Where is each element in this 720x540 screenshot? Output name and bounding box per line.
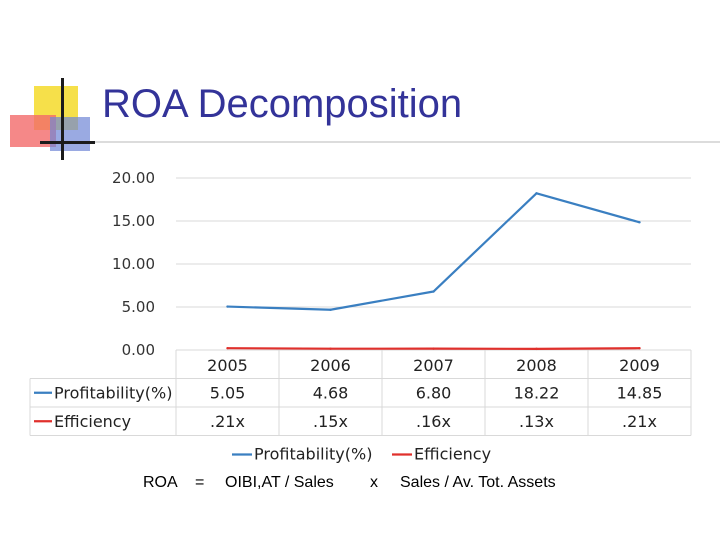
data-label: 18.22	[514, 384, 560, 403]
data-label: .16x	[416, 412, 451, 431]
formula-term1: OIBI,AT / Sales	[225, 474, 334, 491]
data-label: .15x	[313, 412, 348, 431]
formula-equals: =	[195, 474, 205, 491]
data-point	[226, 305, 229, 308]
formula-lhs: ROA	[143, 474, 178, 491]
x-category-label: 2006	[310, 356, 351, 375]
formula: ROA = OIBI,AT / Sales x Sales / Av. Tot.…	[0, 474, 720, 496]
data-label: 4.68	[313, 384, 349, 403]
y-tick-label: 5.00	[122, 298, 155, 316]
formula-term2: Sales / Av. Tot. Assets	[400, 474, 556, 491]
x-category-label: 2005	[207, 356, 248, 375]
data-point	[329, 347, 332, 350]
decor-blue-square	[50, 117, 90, 151]
data-point	[535, 192, 538, 195]
data-label: .21x	[622, 412, 657, 431]
data-label: .13x	[519, 412, 554, 431]
x-category-label: 2008	[516, 356, 557, 375]
data-label: 6.80	[416, 384, 452, 403]
y-tick-label: 15.00	[112, 212, 155, 230]
title-rule	[95, 141, 720, 143]
row-series-name: Efficiency	[54, 412, 131, 431]
legend-entry: Profitability(%)	[254, 445, 372, 464]
legend-entry: Efficiency	[414, 445, 491, 464]
x-category-label: 2007	[413, 356, 454, 375]
data-point	[329, 308, 332, 311]
data-label: 14.85	[617, 384, 663, 403]
roa-chart: 0.00 5.00 10.00 15.00 20.00 2005 2006 2007 2008 2…	[29, 169, 692, 464]
data-point	[432, 347, 435, 350]
data-label: 5.05	[210, 384, 246, 403]
y-tick-label: 20.00	[112, 169, 155, 187]
data-point	[638, 346, 641, 350]
decor-vertical-bar	[61, 78, 64, 160]
page-title: ROA Decomposition	[102, 82, 463, 126]
formula-times: x	[370, 474, 378, 491]
data-point	[226, 346, 229, 350]
y-tick-label: 10.00	[112, 255, 155, 273]
decor-horizontal-bar	[40, 141, 95, 144]
data-point	[638, 221, 641, 224]
data-label: .21x	[210, 412, 245, 431]
data-point	[535, 347, 538, 351]
row-series-name: Profitability(%)	[54, 384, 172, 403]
data-point	[432, 290, 435, 293]
y-tick-label: 0.00	[122, 341, 155, 359]
x-category-label: 2009	[619, 356, 660, 375]
